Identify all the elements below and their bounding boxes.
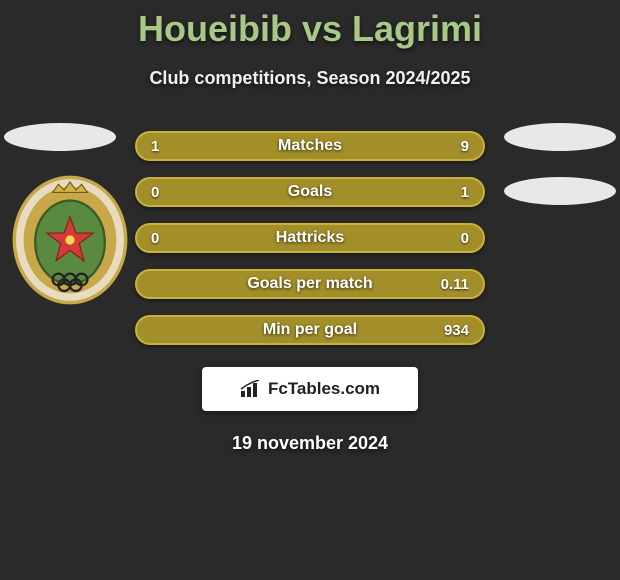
page-title: Houeibib vs Lagrimi (0, 0, 620, 50)
stat-row-matches: 1 Matches 9 (135, 131, 485, 161)
brand-text: FcTables.com (268, 379, 380, 399)
stat-row-hattricks: 0 Hattricks 0 (135, 223, 485, 253)
stat-left-value: 1 (151, 138, 159, 155)
stats-area: 1 Matches 9 0 Goals 1 0 Hattricks 0 Goal… (0, 131, 620, 454)
brand-badge[interactable]: FcTables.com (202, 367, 418, 411)
decorative-ellipse-right-top (504, 123, 616, 151)
stat-left-value: 0 (151, 184, 159, 201)
stat-label: Min per goal (263, 321, 357, 339)
stat-right-value: 934 (444, 322, 469, 339)
stat-left-value: 0 (151, 230, 159, 247)
stat-label: Hattricks (276, 229, 344, 247)
stat-right-value: 1 (461, 184, 469, 201)
stat-right-value: 9 (461, 138, 469, 155)
stat-label: Goals (288, 183, 332, 201)
crest-icon (12, 175, 128, 305)
stat-row-goals: 0 Goals 1 (135, 177, 485, 207)
subtitle: Club competitions, Season 2024/2025 (0, 68, 620, 89)
stat-right-value: 0.11 (441, 276, 469, 293)
stat-label: Goals per match (247, 275, 372, 293)
stat-row-goals-per-match: Goals per match 0.11 (135, 269, 485, 299)
stat-rows: 1 Matches 9 0 Goals 1 0 Hattricks 0 Goal… (135, 131, 485, 345)
infographic-container: Houeibib vs Lagrimi Club competitions, S… (0, 0, 620, 580)
decorative-ellipse-left (4, 123, 116, 151)
footer-date: 19 november 2024 (0, 433, 620, 454)
stat-label: Matches (278, 137, 342, 155)
bar-chart-icon (240, 380, 262, 398)
decorative-ellipse-right-mid (504, 177, 616, 205)
stat-right-value: 0 (461, 230, 469, 247)
stat-row-min-per-goal: Min per goal 934 (135, 315, 485, 345)
team-crest (12, 175, 128, 305)
